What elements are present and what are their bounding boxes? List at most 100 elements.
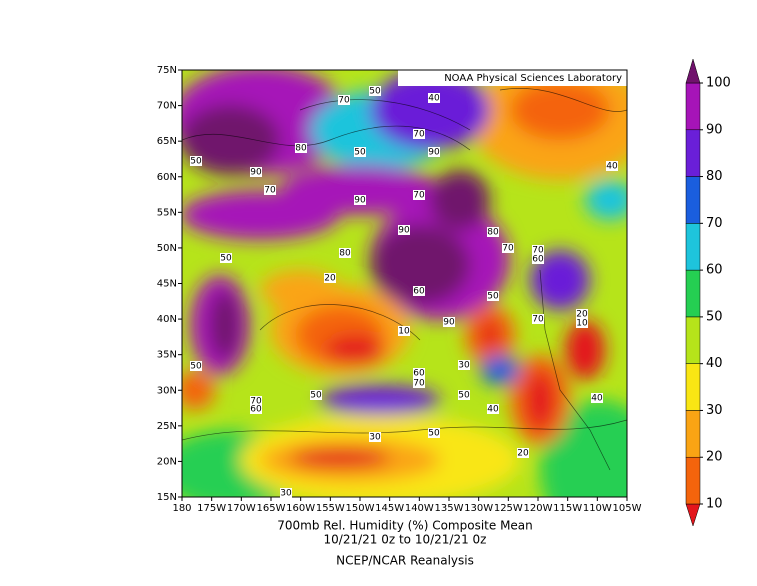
contour-label-bg [591, 393, 603, 403]
colorbar-band [685, 176, 701, 224]
contour-label: 20 [324, 274, 336, 284]
humidity-field [182, 70, 627, 497]
contour-label-bg [250, 396, 262, 406]
contour-label-bg [428, 428, 440, 438]
contour-label: 80 [339, 249, 351, 259]
contour-label-bg [428, 147, 440, 157]
contour-label-bg [338, 95, 350, 105]
contour-label: 80 [295, 144, 307, 154]
contour-label: 70 [413, 379, 425, 389]
contour-label-bg [502, 243, 514, 253]
lat-label: 40N [157, 314, 177, 325]
contour-label: 70 [532, 246, 544, 256]
colorbar-label: 60 [706, 263, 723, 278]
contour-label-bg [428, 93, 440, 103]
lon-label: 175W [197, 503, 226, 514]
contour-label: 90 [354, 196, 366, 206]
lon-label: 140W [405, 503, 434, 514]
lon-label: 130W [464, 503, 493, 514]
lon-label: 115W [553, 503, 582, 514]
contour-label: 70 [338, 96, 350, 106]
contour-label-bg [517, 448, 529, 458]
contour-label: 70 [532, 315, 544, 325]
lat-label: 35N [157, 350, 177, 361]
contour-label: 80 [487, 228, 499, 238]
contour-label: 50 [458, 391, 470, 401]
credit: NCEP/NCAR Reanalysis [336, 554, 474, 568]
contour-label-bg [264, 185, 276, 195]
contour-label: 30 [280, 489, 292, 499]
contour-label: 90 [398, 226, 410, 236]
contour-label-bg [532, 314, 544, 324]
colorbar-arrow [685, 503, 701, 527]
contour-label: 70 [250, 397, 262, 407]
contour-label-bg [354, 195, 366, 205]
contour-label-bg [532, 245, 544, 255]
contour-label-bg [280, 488, 292, 498]
contour-label: 50 [487, 292, 499, 302]
contour-label: 30 [369, 433, 381, 443]
lat-label: 60N [157, 172, 177, 183]
map-title: 700mb Rel. Humidity (%) Composite Mean [277, 519, 533, 533]
contour-label: 60 [413, 369, 425, 379]
lat-label: 25N [157, 421, 177, 432]
colorbar-band [685, 410, 701, 458]
contour-label-bg [576, 318, 588, 328]
contour-label-bg [487, 404, 499, 414]
contour-label-bg [398, 225, 410, 235]
contour-label: 40 [591, 394, 603, 404]
contour-label: 90 [428, 148, 440, 158]
contour-label-bg [606, 161, 618, 171]
contour-label: 70 [264, 186, 276, 196]
contour-label-bg [413, 129, 425, 139]
lon-label: 160W [286, 503, 315, 514]
lat-label: 55N [157, 207, 177, 218]
contour-label-bg [354, 147, 366, 157]
contour-label-bg [413, 190, 425, 200]
colorbar-label: 80 [706, 169, 723, 184]
lon-label: 110W [583, 503, 612, 514]
lat-label: 15N [157, 492, 177, 503]
contour-label: 20 [576, 310, 588, 320]
contour-label: 40 [606, 162, 618, 172]
contour-label: 70 [413, 130, 425, 140]
contour-label-bg [413, 378, 425, 388]
contour-label-bg [398, 326, 410, 336]
lon-label: 145W [375, 503, 404, 514]
colorbar-band [685, 223, 701, 271]
contour-label-bg [324, 273, 336, 283]
contour-label: 90 [250, 168, 262, 178]
contour-label-bg [413, 368, 425, 378]
contour-label-bg [190, 156, 202, 166]
colorbar-label: 20 [706, 450, 723, 465]
contour-label-bg [487, 291, 499, 301]
lat-label: 50N [157, 243, 177, 254]
colorbar-band [685, 269, 701, 318]
lat-label: 70N [157, 101, 177, 112]
contour-label-bg [458, 360, 470, 370]
lon-label: 150W [346, 503, 375, 514]
colorbar-label: 40 [706, 356, 723, 371]
contour-label: 40 [487, 405, 499, 415]
contour-label-bg [190, 361, 202, 371]
lat-label: 45N [157, 279, 177, 290]
colorbar-band [685, 129, 701, 177]
contour-label-bg [310, 390, 322, 400]
map-subtitle: 10/21/21 0z to 10/21/21 0z [324, 533, 487, 547]
contour-label-bg [487, 227, 499, 237]
lon-label: 155W [316, 503, 345, 514]
colorbar-label: 10 [706, 497, 723, 512]
contour-label-bg [295, 143, 307, 153]
contour-label: 50 [369, 87, 381, 97]
contour-label-bg [576, 309, 588, 319]
lat-label: 30N [157, 385, 177, 396]
lat-label: 20N [157, 456, 177, 467]
contour-label-bg [458, 390, 470, 400]
lon-label: 125W [494, 503, 523, 514]
contour-label: 60 [532, 255, 544, 265]
contour-label-bg [339, 248, 351, 258]
contour-label-bg [250, 167, 262, 177]
colorbar-label: 70 [706, 216, 723, 231]
lon-label: 120W [524, 503, 553, 514]
